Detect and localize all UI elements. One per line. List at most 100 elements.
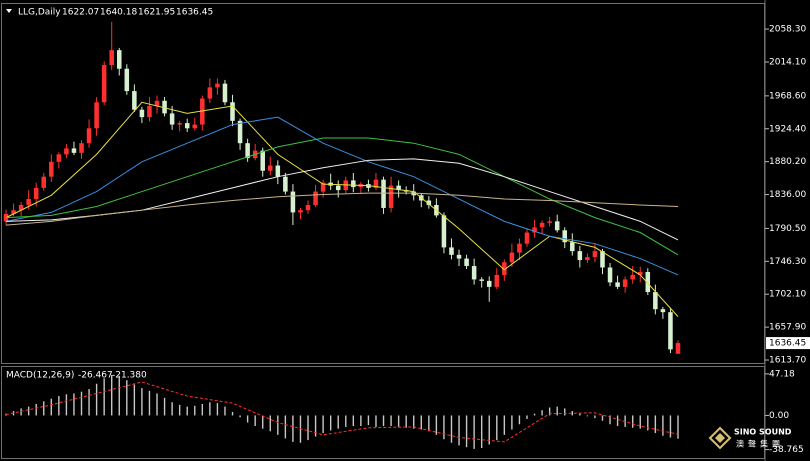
y-tick-label: 1657.90 [769, 323, 806, 333]
candle-body [517, 243, 522, 253]
y-tick-label: 1968.60 [769, 91, 806, 101]
candle-body [18, 204, 24, 211]
candle-body [139, 109, 145, 118]
candle-body [260, 150, 265, 171]
candle-body [645, 271, 651, 293]
moving-average [5, 137, 679, 256]
candle-body [449, 247, 454, 255]
signal-line [5, 381, 679, 443]
candle-body [532, 227, 537, 233]
candle-body [502, 262, 507, 275]
candle-body [464, 258, 469, 267]
candle-body [245, 143, 250, 159]
candle-body [169, 113, 175, 125]
candle-body [11, 210, 16, 214]
moving-average [5, 116, 679, 276]
y-tick-label: 0.00 [769, 411, 789, 421]
candle-body [268, 165, 273, 171]
moving-average [5, 101, 679, 317]
candle-body [592, 251, 598, 258]
candle-body [486, 280, 492, 287]
candle-body [184, 123, 190, 129]
candle-body [494, 274, 500, 287]
candle-body [200, 98, 205, 125]
candle-body [237, 120, 243, 144]
watermark: SINO SOUND 澳聲集團 [708, 426, 792, 450]
candle-body [585, 257, 590, 261]
candle-body [230, 102, 235, 121]
symbol: LLG,Daily [18, 8, 61, 18]
candle-body [675, 343, 681, 354]
candle-body [162, 100, 167, 114]
candle-body [373, 179, 379, 188]
candle-body [207, 87, 213, 99]
candle-body [41, 176, 47, 188]
logo [708, 426, 732, 450]
y-tick-label: 1702.10 [769, 290, 806, 300]
y-tick-label: 1790.50 [769, 224, 806, 234]
candle-body [577, 251, 583, 261]
header-low: 1621.95 [138, 8, 175, 18]
candle-body [509, 252, 515, 263]
candle-body [215, 83, 220, 88]
candle-body [116, 50, 122, 69]
candle-body [351, 180, 356, 188]
macd-main-value: -26.467 [78, 371, 113, 381]
y-tick-label: 2014.10 [769, 57, 806, 67]
header-close: 1636.45 [176, 8, 213, 18]
y-tick-label: 1880.20 [769, 157, 806, 167]
candle-body [222, 83, 228, 103]
candle-body [305, 204, 311, 211]
candle-body [547, 221, 552, 223]
candle-body [109, 50, 114, 66]
candle-body [320, 182, 326, 192]
candle-body [600, 251, 605, 268]
candle-body [660, 309, 666, 313]
candle-body [524, 232, 530, 244]
candle-body [132, 91, 137, 110]
last-price-box [766, 337, 810, 350]
watermark-sub: 澳聲集團 [736, 439, 784, 449]
candle-body [426, 200, 432, 205]
last-price-label: 1636.45 [769, 339, 806, 349]
candle-body [154, 100, 160, 106]
y-tick-label: -38.765 [769, 445, 804, 455]
candle-body [471, 266, 477, 280]
candle-body [570, 242, 575, 252]
candle-body [101, 65, 107, 103]
macd-title: MACD(12,26,9) [6, 371, 74, 381]
menu-arrow[interactable] [6, 9, 12, 13]
candle-body [49, 161, 54, 177]
candle-body [479, 279, 484, 281]
candle-body [388, 185, 394, 208]
candle-body [381, 179, 386, 208]
candle-body [86, 128, 92, 144]
candle-body [668, 312, 673, 350]
logo-core [715, 433, 725, 443]
candle-body [177, 123, 182, 125]
candle-body [71, 148, 77, 153]
y-tick-label: 1836.00 [769, 190, 806, 200]
candle-body [79, 143, 84, 153]
candle-body [33, 187, 39, 200]
candle-body [290, 191, 296, 213]
candle-body [124, 68, 130, 92]
candle-body [147, 105, 152, 118]
header-open: 1622.07 [62, 8, 99, 18]
candle-body [653, 292, 658, 310]
candle-body [64, 148, 69, 155]
y-tick-label: 2058.30 [769, 25, 806, 35]
moving-average [5, 192, 679, 226]
candle-body [335, 185, 341, 191]
y-tick-label: 1924.40 [769, 124, 806, 134]
macd-signal-value: -21.380 [112, 371, 147, 381]
candle-body [607, 267, 613, 283]
candle-body [554, 221, 560, 231]
y-tick-label: 1746.30 [769, 257, 806, 267]
header-high: 1640.18 [100, 8, 137, 18]
candle-body [637, 271, 643, 275]
candle-body [441, 215, 447, 248]
candle-body [94, 102, 99, 129]
candle-body [562, 230, 568, 243]
